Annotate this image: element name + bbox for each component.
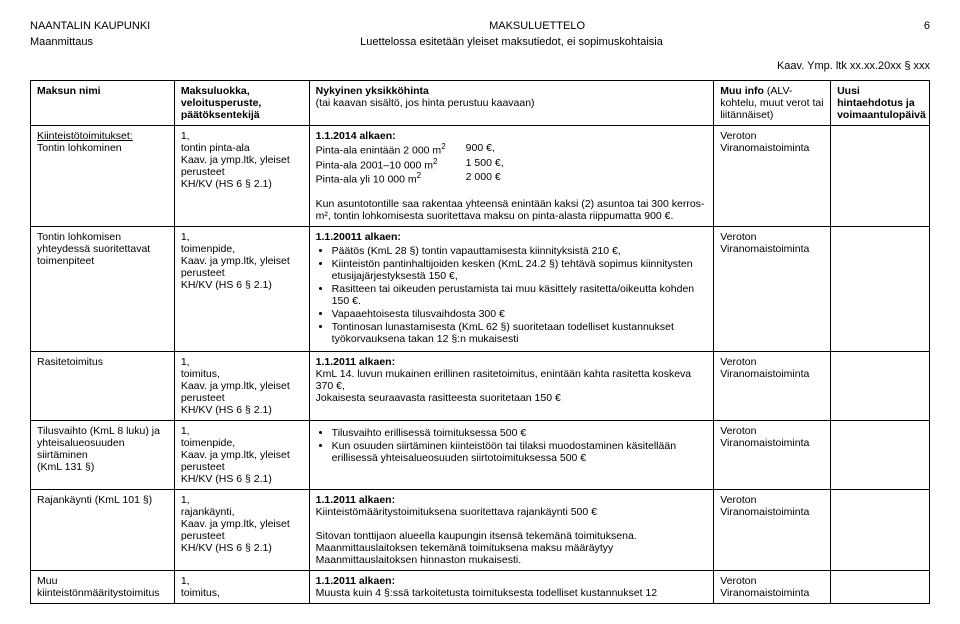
cell-text: 1, — [181, 575, 190, 587]
cell-text: rajankäynti, — [181, 506, 235, 518]
col-header-5: Uusi hintaehdotus ja voimaantulopäivä — [831, 81, 930, 126]
list-item: Päätös (KmL 28 §) tontin vapauttamisesta… — [332, 245, 708, 257]
cell-text: KmL 14. luvun mukainen erillinen rasitet… — [316, 368, 691, 392]
cell-text: Kaav. ja ymp.ltk, yleiset perusteet — [181, 255, 290, 279]
cell-text: Veroton — [720, 425, 756, 437]
cell-text: 1, — [181, 130, 190, 142]
header-ref: Kaav. Ymp. ltk xx.xx.20xx § xxx — [30, 60, 930, 72]
fee-name-sub: (KmL 131 §) — [37, 461, 94, 473]
header-title: MAKSULUETTELO — [150, 20, 924, 32]
cell-text: KH/KV (HS 6 § 2.1) — [181, 279, 272, 291]
cell-text: Kiinteistömääritystoimituksena suoritett… — [316, 506, 597, 518]
col-header-1: Maksun nimi — [31, 81, 175, 126]
cell-text: toimenpide, — [181, 243, 235, 255]
cell-text: Kaav. ja ymp.ltk, yleiset perusteet — [181, 518, 290, 542]
table-row: Tilusvaihto (KmL 8 luku) ja yhteisalueos… — [31, 420, 930, 489]
list-item: Rasitteen tai oikeuden perustamista tai … — [332, 283, 708, 307]
header-subtitle: Luettelossa esitetään yleiset maksutiedo… — [360, 36, 663, 48]
cell-text: Veroton — [720, 494, 756, 506]
cell-text: 1, — [181, 231, 190, 243]
cell-text: 1, — [181, 494, 190, 506]
table-row: Rasitetoimitus 1, toimitus, Kaav. ja ymp… — [31, 351, 930, 420]
page-subheader: Maanmittaus Luettelossa esitetään yleise… — [30, 36, 930, 48]
effective-date: 1.1.2011 alkaen: — [316, 575, 395, 587]
list-item: Kiinteistön pantinhaltijoiden kesken (Km… — [332, 258, 708, 282]
col-header-4: Muu info (ALV-kohtelu, muut verot tai li… — [714, 81, 831, 126]
fee-name: Tontin lohkomisen yhteydessä suoritettav… — [37, 231, 150, 267]
cell-text: Viranomaistoiminta — [720, 437, 809, 449]
fee-name: Kiinteistötoimitukset: — [37, 130, 133, 142]
cell-text: KH/KV (HS 6 § 2.1) — [181, 178, 272, 190]
cell-text: Viranomaistoiminta — [720, 506, 809, 518]
cell-text: KH/KV (HS 6 § 2.1) — [181, 542, 272, 554]
cell-text: Kaav. ja ymp.ltk, yleiset perusteet — [181, 154, 290, 178]
list-item: Kun osuuden siirtäminen kiinteistöön tai… — [332, 440, 708, 464]
cell-text: toimitus, — [181, 587, 220, 599]
fee-name-sub: Tontin lohkominen — [37, 142, 122, 154]
cell-text: Pinta-ala 2001–10 000 m — [316, 159, 433, 171]
effective-date: 1.1.2011 alkaen: — [316, 494, 395, 506]
table-row: Kiinteistötoimitukset: Tontin lohkominen… — [31, 126, 930, 227]
effective-date: 1.1.20011 alkaen: — [316, 231, 401, 243]
list-item: Tontinosan lunastamisesta (KmL 62 §) suo… — [332, 321, 708, 345]
cell-text: 1, — [181, 425, 190, 437]
fee-name: Tilusvaihto (KmL 8 luku) ja yhteisalueos… — [37, 425, 160, 461]
cell-text: Muusta kuin 4 §:ssä tarkoitetusta toimit… — [316, 587, 657, 599]
cell-text: tontin pinta-ala — [181, 142, 250, 154]
cell-text: Jokaisesta seuraavasta rasitteesta suori… — [316, 392, 561, 404]
header-org: NAANTALIN KAUPUNKI — [30, 20, 150, 32]
cell-text: toimenpide, — [181, 437, 235, 449]
col-header-2: Maksuluokka, veloitusperuste, päätöksent… — [174, 81, 309, 126]
cell-text: Sitovan tonttijaon alueella kaupungin it… — [316, 530, 637, 566]
table-header-row: Maksun nimi Maksuluokka, veloitusperuste… — [31, 81, 930, 126]
effective-date: 1.1.2014 alkaen: — [316, 130, 396, 142]
table-row: Muu kiinteistönmääritystoimitus 1, toimi… — [31, 570, 930, 603]
cell-text: 1, — [181, 356, 190, 368]
cell-text: Pinta-ala yli 10 000 m — [316, 174, 417, 186]
cell-text: Pinta-ala enintään 2 000 m — [316, 145, 442, 157]
table-row: Rajankäynti (KmL 101 §) 1, rajankäynti, … — [31, 489, 930, 570]
cell-text: Kun asuntotontille saa rakentaa yhteensä… — [316, 198, 705, 222]
fee-name: Rasitetoimitus — [37, 356, 103, 368]
cell-text: Viranomaistoiminta — [720, 587, 809, 599]
cell-text: Veroton — [720, 231, 756, 243]
page-header: NAANTALIN KAUPUNKI MAKSULUETTELO 6 — [30, 20, 930, 32]
fee-table: Maksun nimi Maksuluokka, veloitusperuste… — [30, 80, 930, 604]
header-page: 6 — [924, 20, 930, 32]
cell-text: 900 €, — [466, 142, 495, 157]
cell-text: Veroton — [720, 356, 756, 368]
cell-text: KH/KV (HS 6 § 2.1) — [181, 404, 272, 416]
cell-text: KH/KV (HS 6 § 2.1) — [181, 473, 272, 485]
cell-text: Viranomaistoiminta — [720, 243, 809, 255]
cell-text: 2 000 € — [466, 171, 501, 186]
fee-name: Rajankäynti (KmL 101 §) — [37, 494, 152, 506]
col-header-3: Nykyinen yksikköhinta (tai kaavan sisält… — [309, 81, 714, 126]
effective-date: 1.1.2011 alkaen: — [316, 356, 395, 368]
cell-text: Viranomaistoiminta — [720, 368, 809, 380]
fee-name: Muu kiinteistönmääritystoimitus — [37, 575, 160, 599]
cell-text: 1 500 €, — [466, 157, 504, 172]
header-dept: Maanmittaus — [30, 36, 93, 48]
cell-text: toimitus, — [181, 368, 220, 380]
list-item: Vapaaehtoisesta tilusvaihdosta 300 € — [332, 308, 708, 320]
list-item: Tilusvaihto erillisessä toimituksessa 50… — [332, 427, 708, 439]
cell-text: Viranomaistoiminta — [720, 142, 809, 154]
cell-text: Veroton — [720, 575, 756, 587]
cell-text: Veroton — [720, 130, 756, 142]
cell-text: Kaav. ja ymp.ltk, yleiset perusteet — [181, 380, 290, 404]
cell-text: Kaav. ja ymp.ltk, yleiset perusteet — [181, 449, 290, 473]
table-row: Tontin lohkomisen yhteydessä suoritettav… — [31, 226, 930, 351]
